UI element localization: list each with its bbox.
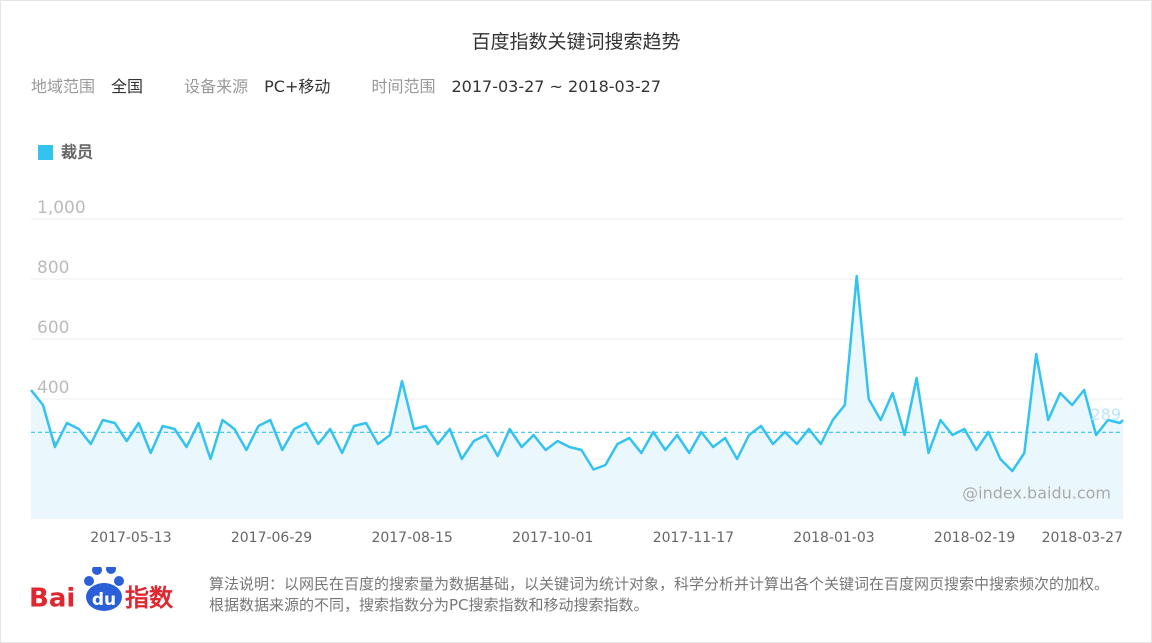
logo-text: du xyxy=(92,590,116,610)
legend-swatch xyxy=(38,145,53,160)
legend-label[interactable]: 裁员 xyxy=(61,143,93,162)
line xyxy=(30,274,1124,473)
average-label: 289 xyxy=(1090,405,1121,424)
page-title: 百度指数关键词搜索趋势 xyxy=(471,31,681,53)
x-tick-label: 2017-08-15 xyxy=(371,530,452,546)
chart: 裁员 2004006008001,0002017-05-132017-06-29… xyxy=(30,143,1124,546)
y-tick-label: 400 xyxy=(37,378,69,398)
x-tick-label: 2017-06-29 xyxy=(231,530,312,546)
filter-label: 设备来源 xyxy=(184,77,249,96)
y-tick-label: 1,000 xyxy=(37,198,86,218)
logo-text: 指数 xyxy=(125,584,174,612)
watermark: @index.baidu.com xyxy=(962,484,1111,503)
area xyxy=(31,276,1123,519)
filter-label: 地域范围 xyxy=(31,77,96,96)
x-tick-label: 2018-02-19 xyxy=(934,530,1015,546)
x-tick-label: 2017-10-01 xyxy=(512,530,593,546)
x-tick-label: 2018-03-27 xyxy=(1042,530,1123,546)
filter-label: 时间范围 xyxy=(371,77,436,96)
x-tick-label: 2018-01-03 xyxy=(793,530,874,546)
x-tick-label: 2017-11-17 xyxy=(653,530,734,546)
logo-graphic: Bai du 指数 xyxy=(29,567,174,614)
y-tick-label: 800 xyxy=(37,258,69,278)
filter-value[interactable]: PC+移动 xyxy=(264,77,331,96)
x-tick-label: 2017-05-13 xyxy=(90,530,171,546)
logo-text: Bai xyxy=(29,584,75,614)
footer-note: 算法说明：以网民在百度的搜索量为数据基础，以关键词为统计对象，科学分析并计算出各… xyxy=(209,575,1110,614)
filter-value[interactable]: 全国 xyxy=(111,77,144,96)
logo: Bai du 指数 xyxy=(29,567,189,617)
filters: 地域范围 全国 设备来源 PC+移动 时间范围 2017-03-27 ~ 2018-0… xyxy=(31,73,697,97)
filter-value[interactable]: 2017-03-27 ~ 2018-03-27 xyxy=(451,77,662,96)
y-tick-label: 600 xyxy=(37,318,69,338)
